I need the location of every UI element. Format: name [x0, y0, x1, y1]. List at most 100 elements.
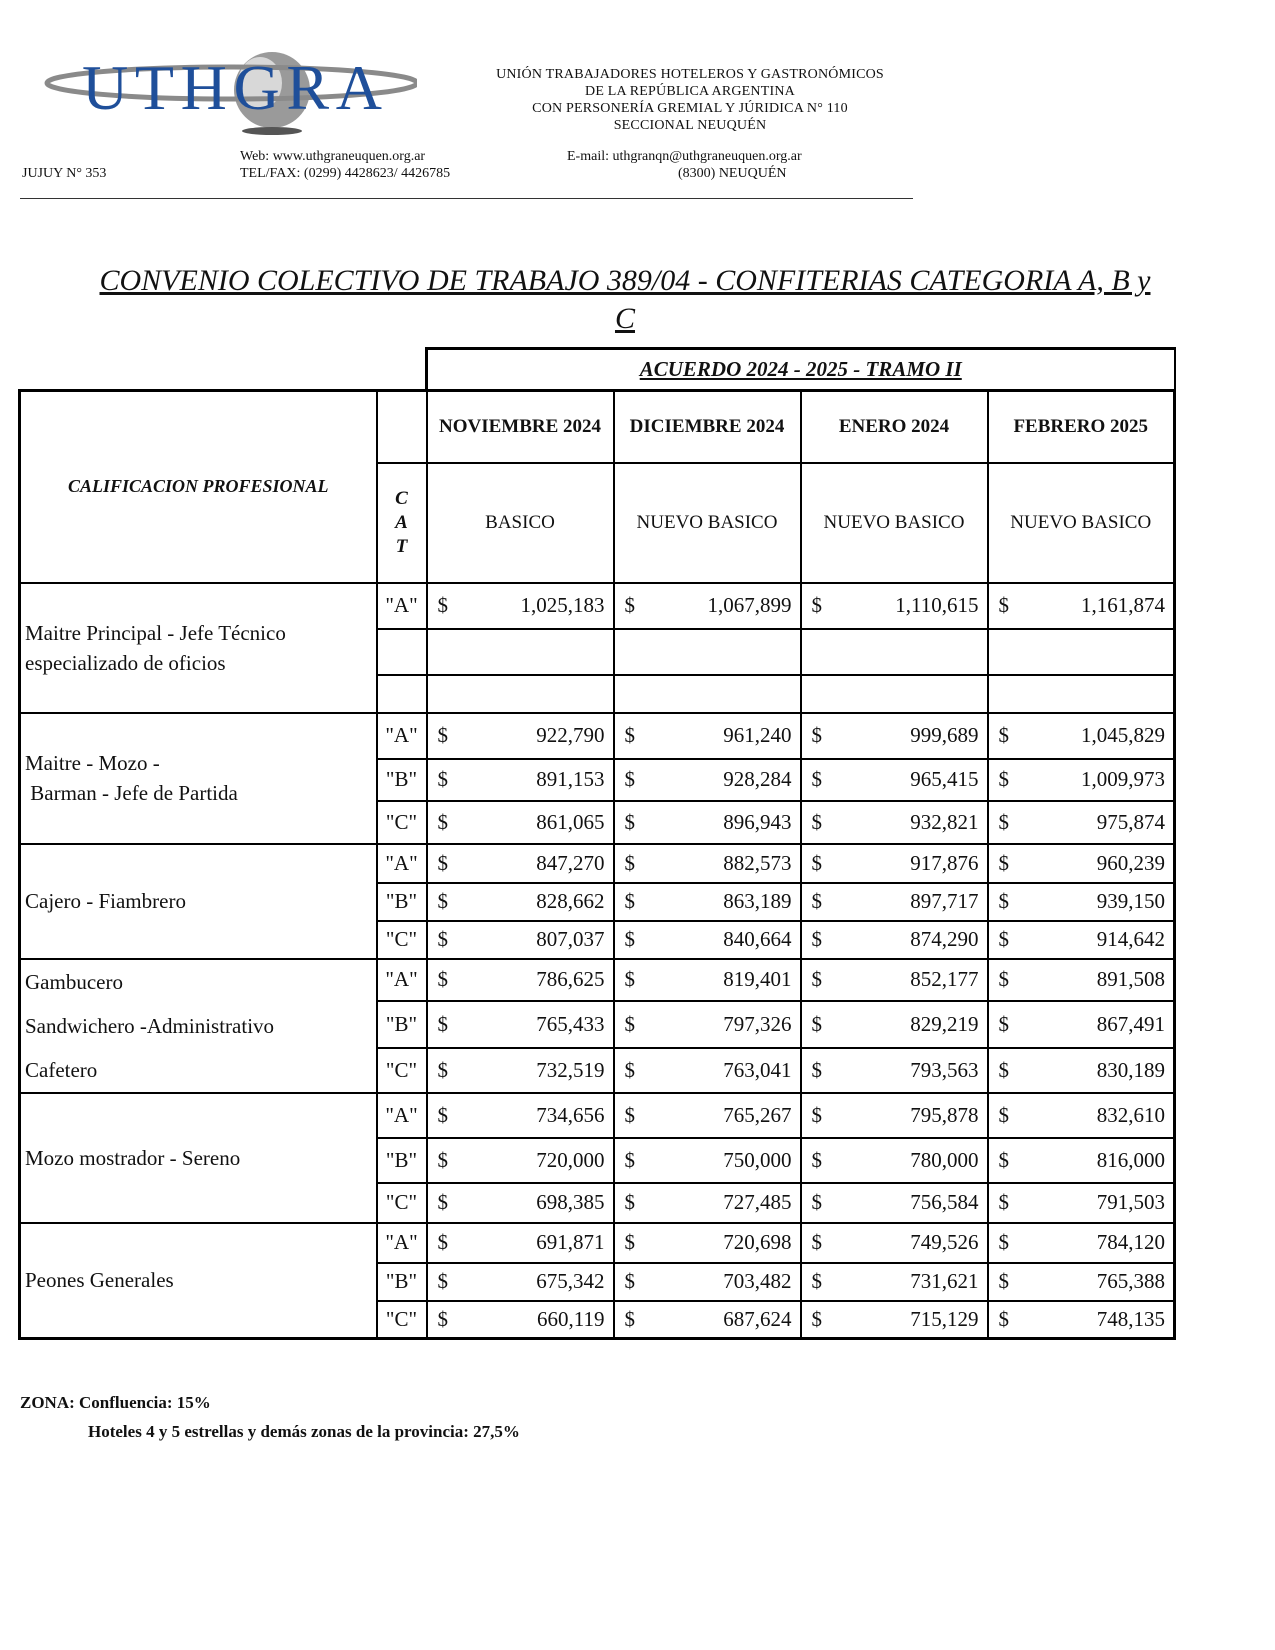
- currency-symbol: $: [437, 1057, 449, 1082]
- salary-value: 1,161,874: [1081, 593, 1165, 617]
- currency-symbol: $: [998, 1057, 1010, 1082]
- salary-value: 867,491: [1096, 1011, 1165, 1036]
- title-line: C: [614, 302, 635, 335]
- salary-cell: $961,240: [612, 711, 802, 760]
- salary-cell: $750,000: [612, 1136, 802, 1184]
- currency-symbol: $: [998, 1147, 1010, 1172]
- currency-symbol: $: [811, 927, 823, 951]
- salary-value: 660,119: [537, 1306, 605, 1331]
- category-cell: [375, 627, 428, 676]
- salary-value: 750,000: [723, 1147, 792, 1172]
- qualification-line: Maitre Principal - Jefe Técnico: [25, 620, 286, 645]
- salary-value: 765,433: [536, 1011, 605, 1036]
- currency-symbol: $: [811, 1102, 823, 1127]
- qualification-line: Maitre - Mozo -: [25, 751, 160, 775]
- salary-value: 791,503: [1096, 1190, 1165, 1214]
- currency-symbol: $: [624, 767, 636, 791]
- salary-cell: $999,689: [799, 711, 989, 760]
- salary-value: 675,342: [536, 1269, 605, 1293]
- salary-value: 765,388: [1096, 1269, 1165, 1293]
- salary-value: 896,943: [723, 809, 792, 834]
- currency-symbol: $: [437, 1306, 449, 1331]
- org-line: UNIÓN TRABAJADORES HOTELEROS Y GASTRONÓM…: [496, 67, 884, 82]
- currency-symbol: $: [437, 927, 449, 951]
- qualification-line: Sandwichero -Administrativo: [25, 1013, 275, 1038]
- currency-symbol: $: [811, 1230, 823, 1254]
- qualification-line: Gambucero: [25, 969, 123, 994]
- qualification-cell: Peones Generales: [18, 1221, 378, 1340]
- currency-symbol: $: [998, 1306, 1010, 1331]
- currency-symbol: $: [811, 767, 823, 791]
- salary-cell: $891,508: [986, 957, 1176, 1003]
- salary-cell: $691,871: [425, 1221, 615, 1264]
- salary-value: 698,385: [536, 1190, 605, 1214]
- table-row: Cajero - Fiambrero "A" $847,270 $882,573 $91…: [18, 842, 1176, 960]
- currency-symbol: $: [998, 927, 1010, 951]
- salary-cell: $897,717: [799, 881, 989, 922]
- salary-cell: $896,943: [612, 799, 802, 845]
- table-row: Maitre Principal - Jefe Técnico especiali…: [18, 581, 1176, 714]
- qualification-line: especializado de oficios: [25, 650, 226, 675]
- qualification-line: Cajero - Fiambrero: [25, 889, 186, 913]
- currency-symbol: $: [437, 593, 449, 617]
- category-cell: "B": [375, 1136, 428, 1184]
- salary-cell: $748,135: [986, 1299, 1176, 1340]
- table-row: "B" $675,342 $703,482 $731,621 $765,388: [20, 1261, 1176, 1302]
- salary-value: 786,625: [536, 967, 605, 992]
- salary-cell: $791,503: [986, 1181, 1176, 1224]
- salary-cell: $832,610: [986, 1091, 1176, 1139]
- salary-value: 829,219: [910, 1011, 979, 1036]
- cat-letter: A: [395, 511, 408, 533]
- currency-symbol: $: [998, 723, 1010, 747]
- document-title: CONVENIO COLECTIVO DE TRABAJO 389/04 - C…: [20, 262, 1230, 338]
- website: Web: www.uthgraneuquen.org.ar: [240, 149, 426, 164]
- salary-value: 727,485: [723, 1190, 792, 1214]
- currency-symbol: $: [998, 1190, 1010, 1214]
- currency-symbol: $: [624, 889, 636, 913]
- salary-cell: $819,401: [612, 957, 802, 1003]
- salary-cell: $698,385: [425, 1181, 615, 1224]
- salary-value: 922,790: [536, 723, 605, 747]
- salary-value: 1,025,183: [520, 593, 605, 617]
- salary-cell: $914,642: [986, 919, 1176, 960]
- subheader: BASICO: [425, 461, 615, 584]
- salary-cell: $922,790: [425, 711, 615, 760]
- currency-symbol: $: [811, 967, 823, 992]
- month-header: DICIEMBRE 2024: [612, 389, 802, 464]
- salary-value: 891,508: [1096, 967, 1165, 992]
- salary-cell: $732,519: [425, 1046, 615, 1094]
- salary-value: 691,871: [536, 1230, 605, 1254]
- blank-cell: [20, 349, 427, 391]
- table-row: "C" $807,037 $840,664 $874,290 $914,642: [20, 919, 1176, 960]
- currency-symbol: $: [998, 967, 1010, 992]
- salary-value: 1,009,973: [1081, 767, 1165, 791]
- category-cell: "A": [375, 711, 428, 760]
- table-row: "C" $698,385 $727,485 $756,584 $791,503: [20, 1181, 1176, 1224]
- month-header: ENERO 2024: [799, 389, 989, 464]
- salary-value: 720,000: [536, 1147, 605, 1172]
- currency-symbol: $: [624, 1269, 636, 1293]
- table-row: Maitre - Mozo - Barman - Jefe de Partida…: [18, 711, 1176, 845]
- salary-value: 807,037: [536, 927, 605, 951]
- salary-cell: $807,037: [425, 919, 615, 960]
- salary-cell: $975,874: [986, 799, 1176, 845]
- subheader: NUEVO BASICO: [799, 461, 989, 584]
- salary-value: 882,573: [723, 850, 792, 875]
- salary-cell: $756,584: [799, 1181, 989, 1224]
- salary-cell: $720,000: [425, 1136, 615, 1184]
- header-divider: [20, 198, 913, 199]
- city: (8300) NEUQUÉN: [678, 166, 787, 181]
- salary-value: 763,041: [723, 1057, 792, 1082]
- currency-symbol: $: [811, 1147, 823, 1172]
- salary-value: 756,584: [910, 1190, 979, 1214]
- salary-cell: $882,573: [612, 842, 802, 884]
- currency-symbol: $: [437, 889, 449, 913]
- currency-symbol: $: [624, 1102, 636, 1127]
- address: JUJUY N° 353: [22, 166, 107, 181]
- uthgra-logo: UTHGRA: [44, 52, 417, 135]
- currency-symbol: $: [624, 809, 636, 834]
- salary-cell: $763,041: [612, 1046, 802, 1094]
- salary-value: 960,239: [1096, 850, 1165, 875]
- cat-header: C A T: [375, 461, 428, 584]
- salary-cell: [986, 673, 1176, 714]
